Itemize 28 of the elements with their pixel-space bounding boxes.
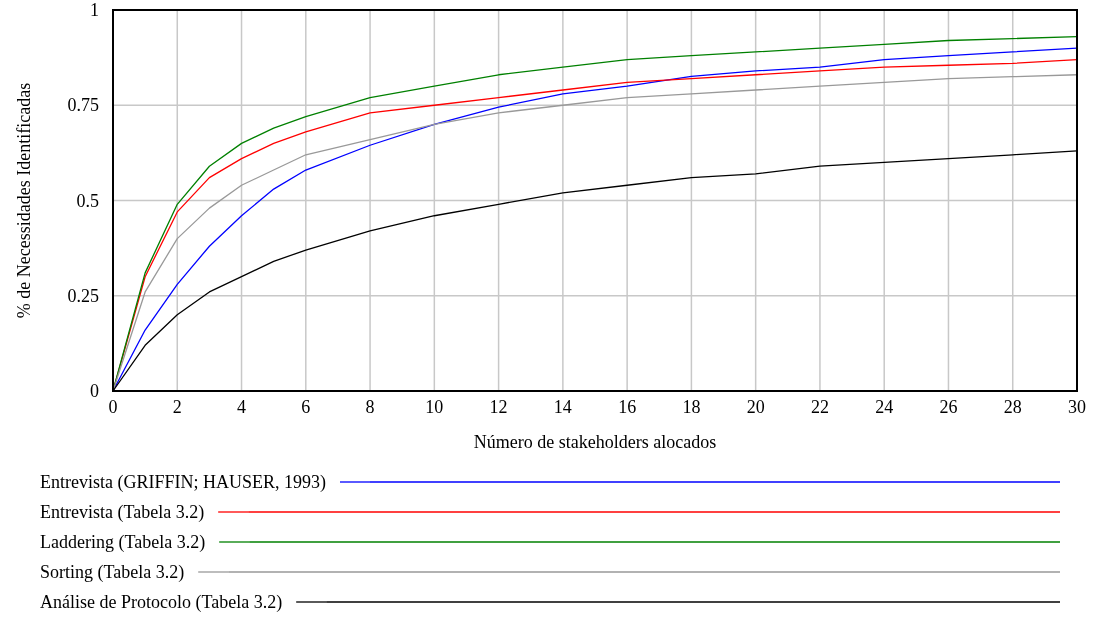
x-tick-label: 22 bbox=[810, 397, 829, 417]
x-tick-label: 30 bbox=[1068, 397, 1086, 417]
legend-label: Entrevista (Tabela 3.2) bbox=[40, 502, 205, 523]
legend-label: Sorting (Tabela 3.2) bbox=[40, 562, 185, 583]
x-tick-label: 12 bbox=[489, 397, 508, 417]
y-tick-label: 0 bbox=[90, 381, 99, 401]
legend-label: Análise de Protocolo (Tabela 3.2) bbox=[40, 592, 283, 613]
x-tick-label: 0 bbox=[108, 397, 118, 417]
x-tick-label: 28 bbox=[1003, 397, 1022, 417]
y-tick-label: 0.25 bbox=[67, 285, 99, 306]
x-tick-label: 10 bbox=[425, 397, 444, 417]
x-tick-label: 24 bbox=[875, 397, 894, 417]
x-tick-label: 18 bbox=[682, 397, 701, 417]
x-tick-label: 16 bbox=[618, 397, 637, 417]
legend-label: Entrevista (GRIFFIN; HAUSER, 1993) bbox=[40, 472, 326, 493]
x-tick-label: 2 bbox=[172, 397, 182, 417]
x-tick-label: 26 bbox=[939, 397, 958, 417]
legend-label: Laddering (Tabela 3.2) bbox=[40, 532, 206, 553]
x-tick-label: 20 bbox=[746, 397, 765, 417]
x-tick-label: 4 bbox=[237, 397, 247, 417]
x-tick-label: 8 bbox=[365, 397, 375, 417]
y-axis-title: % de Necessidades Identificadas bbox=[14, 82, 34, 319]
y-tick-label: 1 bbox=[90, 0, 99, 20]
y-tick-label: 0.5 bbox=[76, 190, 99, 211]
x-tick-label: 6 bbox=[301, 397, 311, 417]
x-tick-label: 14 bbox=[553, 397, 572, 417]
y-tick-label: 0.75 bbox=[67, 95, 99, 116]
x-axis-title: Número de stakeholders alocados bbox=[473, 432, 717, 452]
